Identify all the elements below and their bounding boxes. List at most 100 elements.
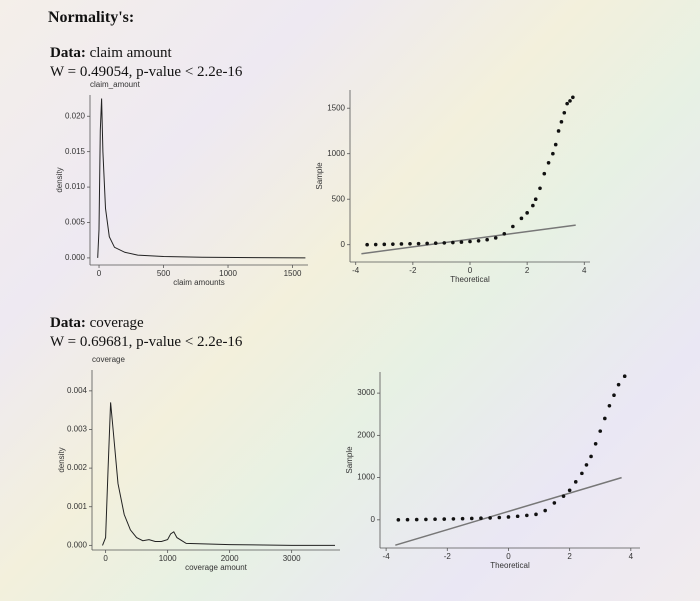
- y-tick-label: 0: [341, 240, 346, 249]
- qq-point: [622, 374, 627, 379]
- qq-point: [534, 512, 538, 517]
- qq-point: [485, 237, 489, 242]
- y-tick-label: 0.002: [67, 463, 88, 472]
- qq-point: [396, 518, 401, 522]
- qq-point: [533, 197, 538, 202]
- qq-point: [399, 242, 404, 246]
- qq-point: [488, 516, 492, 520]
- qq-point: [559, 120, 564, 124]
- qq-point: [391, 242, 395, 246]
- qq-point: [607, 403, 612, 408]
- x-tick-label: 0: [97, 269, 102, 278]
- qq-point: [616, 382, 621, 387]
- qq-point: [531, 203, 535, 208]
- y-tick-label: 3000: [357, 388, 375, 397]
- x-tick-label: 2: [567, 552, 572, 561]
- qq-point: [433, 517, 437, 522]
- qq-point: [561, 494, 566, 498]
- section-label: Data:: [50, 315, 86, 331]
- qq-point: [543, 508, 547, 513]
- qq-point: [425, 241, 429, 246]
- qq-point: [603, 416, 607, 421]
- qq-point: [562, 110, 567, 115]
- x-axis-label: claim amounts: [173, 278, 225, 287]
- x-axis-label: Theoretical: [450, 275, 490, 284]
- qq-point: [382, 242, 387, 247]
- y-axis-label: Sample: [315, 162, 324, 190]
- reference-line: [395, 476, 622, 546]
- section-title: Data: coverage: [50, 315, 144, 331]
- qq-point: [580, 471, 584, 476]
- qq-point: [506, 515, 511, 519]
- qq-point: [469, 516, 474, 521]
- x-axis-label: coverage amount: [185, 563, 248, 572]
- qq-point: [589, 454, 593, 459]
- qq-point: [598, 429, 603, 433]
- x-tick-label: -4: [383, 552, 391, 561]
- qq-point: [593, 442, 598, 446]
- qq-point: [468, 239, 472, 244]
- y-tick-label: 500: [332, 194, 346, 203]
- qq-point: [476, 238, 481, 243]
- qq-point: [511, 224, 515, 229]
- qq-point: [451, 240, 455, 245]
- section-name: coverage: [90, 315, 144, 331]
- qq-point: [365, 242, 369, 247]
- x-tick-label: -2: [444, 552, 452, 561]
- x-tick-label: 0: [103, 554, 108, 563]
- qq-point: [373, 242, 378, 247]
- section-name: claim amount: [90, 45, 173, 61]
- x-axis-label: Theoretical: [490, 561, 530, 570]
- y-axis-label: Sample: [345, 446, 354, 474]
- x-tick-label: 1000: [159, 554, 177, 563]
- qq-point: [552, 501, 557, 505]
- qq-point: [433, 241, 438, 245]
- y-tick-label: 1000: [357, 473, 375, 482]
- reference-line: [361, 224, 576, 255]
- qq-point: [414, 517, 419, 522]
- x-tick-label: -2: [409, 266, 417, 275]
- y-tick-label: 0.003: [67, 425, 88, 434]
- qq-point: [405, 517, 410, 522]
- qq-point: [546, 161, 551, 165]
- y-tick-label: 0.000: [65, 253, 86, 262]
- qq-point: [567, 488, 572, 493]
- qq-point: [502, 231, 507, 236]
- qq-point: [451, 517, 456, 521]
- y-tick-label: 1500: [327, 103, 345, 112]
- section-stat: W = 0.49054, p-value < 2.2e-16: [50, 64, 243, 80]
- y-tick-label: 0.010: [65, 182, 86, 191]
- qq-point: [459, 240, 464, 244]
- qq-point: [525, 513, 529, 518]
- qq-point: [565, 101, 569, 106]
- qq-point: [479, 516, 483, 521]
- qq-point: [538, 186, 542, 191]
- y-axis-label: density: [57, 447, 66, 472]
- qq-point: [553, 142, 558, 147]
- qq-point: [571, 95, 575, 100]
- qq-point: [442, 241, 447, 245]
- y-tick-label: 0.000: [67, 540, 88, 549]
- qq-point: [519, 216, 524, 221]
- y-tick-label: 1000: [327, 149, 345, 158]
- x-tick-label: 2: [525, 266, 530, 275]
- y-tick-label: 0.015: [65, 147, 86, 156]
- qq-point: [556, 129, 561, 133]
- x-tick-label: 2000: [221, 554, 239, 563]
- density-line: [97, 98, 306, 259]
- x-tick-label: 1500: [284, 269, 302, 278]
- qq-point: [408, 241, 412, 246]
- x-tick-label: 0: [468, 266, 473, 275]
- x-tick-label: 500: [157, 269, 171, 278]
- qq-point: [416, 241, 421, 246]
- x-tick-label: 0: [506, 552, 511, 561]
- x-tick-label: 3000: [283, 554, 301, 563]
- heading: Normality's:: [48, 9, 134, 26]
- qq-point: [525, 211, 529, 215]
- qq-point: [442, 517, 447, 521]
- qq-point: [515, 514, 520, 519]
- y-tick-label: 2000: [357, 430, 375, 439]
- qq-point: [584, 463, 589, 467]
